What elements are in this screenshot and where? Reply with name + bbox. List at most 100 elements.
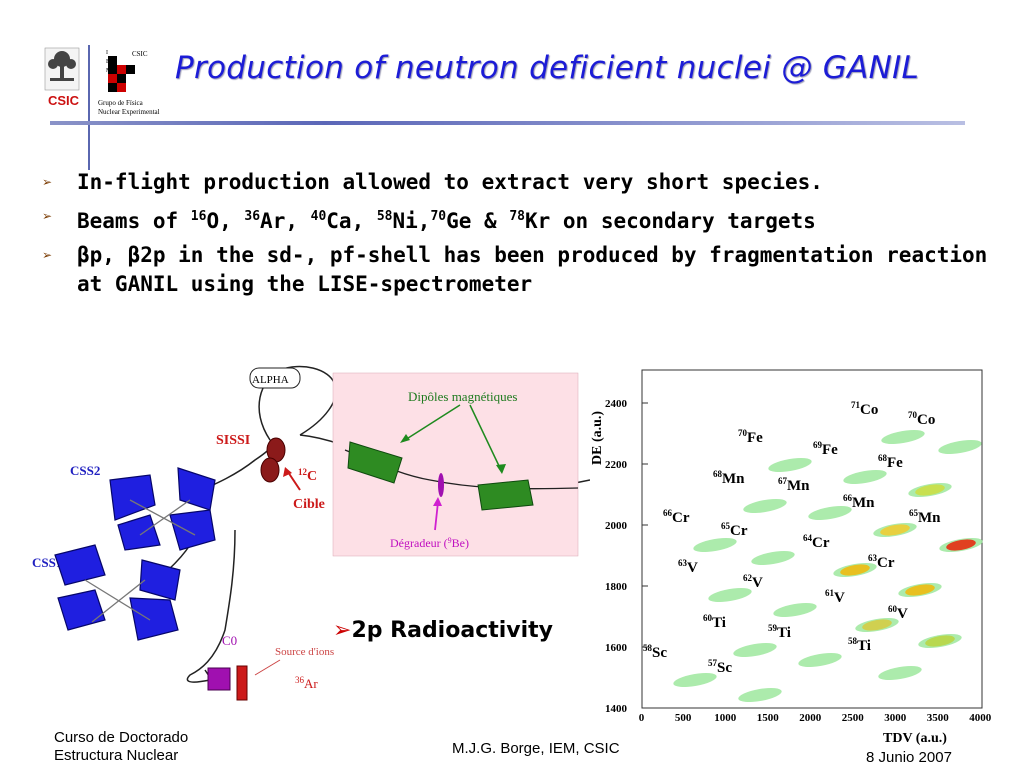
nucleus-label: 68Fe [878, 453, 903, 471]
csic-logo: CSIC I E M CSIC Grupo de Física Nuclear … [40, 44, 190, 124]
c0-label: C0 [222, 633, 237, 648]
sissi-label: SISSI [216, 433, 250, 448]
isotope-blob [798, 652, 842, 668]
radioactivity-caption: ➢2p Radioactivity [333, 618, 554, 643]
lise-setup-diagram: ALPHA Dipôles magnétiques Dégradeur (9Be… [32, 365, 590, 701]
nucleus-label: 65Mn [909, 508, 941, 526]
arrow-bullet-icon: ➢ [333, 618, 352, 643]
nucleus-label: 58Ti [848, 636, 871, 654]
dipoles-label: Dipôles magnétiques [408, 389, 517, 404]
x-tick-label: 500 [675, 712, 692, 724]
isotope-blob [733, 642, 777, 658]
group-line-1: Grupo de Física [98, 99, 144, 107]
x-tick-label: 0 [639, 712, 645, 724]
group-line-2: Nuclear Experimental [98, 108, 160, 116]
isotope-blob-core [905, 584, 935, 596]
nucleus-label: 57Sc [708, 658, 732, 676]
isotope-blob [693, 537, 737, 553]
slide-title: Production of neutron deficient nuclei @… [175, 50, 920, 86]
isotope-blob [738, 687, 782, 703]
svg-text:CSIC: CSIC [132, 50, 148, 58]
nucleus-label: 70Fe [738, 428, 763, 446]
plot-blobs [673, 429, 983, 703]
svg-text:M: M [106, 68, 112, 74]
css2-label: CSS2 [70, 463, 100, 478]
x-tick-label: 1000 [714, 712, 737, 724]
isotope-blob [773, 602, 817, 618]
isotope-blob [878, 665, 922, 681]
target-label: 12C [298, 467, 317, 484]
x-tick-label: 1500 [757, 712, 780, 724]
sissi-solenoid-icon [260, 437, 286, 483]
bullet-item: ➢ Beams of 16O, 36Ar, 40Ca, 58Ni,70Ge & 7… [42, 202, 1002, 236]
nucleus-label: 70Co [908, 410, 935, 428]
alpha-beamline [258, 365, 337, 441]
svg-text:I: I [106, 50, 108, 56]
plot-ylabel: DE (a.u.) [590, 411, 605, 465]
css1-label: CSS1 [32, 555, 62, 570]
isotope-blob [743, 498, 787, 514]
nucleus-label: 71Co [851, 400, 878, 418]
nucleus-label: 68Mn [713, 469, 745, 487]
x-tick-label: 4000 [969, 712, 992, 724]
nucleus-label: 63Cr [868, 553, 895, 571]
header-horizontal-rule [50, 121, 965, 125]
nucleus-label: 66Cr [663, 508, 690, 526]
nucleus-label: 59Ti [768, 623, 791, 641]
csic-tree-icon: CSIC I E M CSIC Grupo de Física Nuclear … [44, 47, 160, 116]
footer-author: M.J.G. Borge, IEM, CSIC [452, 740, 620, 757]
isotope-blob [768, 457, 812, 473]
ion-source-icon [207, 665, 248, 701]
svg-text:E: E [106, 59, 110, 65]
isotope-blob-core [915, 484, 945, 496]
arrow-bullet-icon: ➢ [42, 209, 53, 223]
isotope-blob [673, 672, 717, 688]
isotope-blob-core [880, 524, 910, 536]
nucleus-label: 67Mn [778, 476, 810, 494]
header-vertical-rule [88, 45, 90, 170]
degrader-label: Dégradeur (9Be) [390, 536, 469, 550]
nucleus-label: 58Sc [643, 643, 667, 661]
y-tick-label: 2400 [605, 398, 628, 410]
alpha-label: ALPHA [252, 374, 289, 386]
isotope-blob [938, 439, 982, 455]
isotope-blob-core [862, 619, 892, 631]
x-tick-label: 2000 [799, 712, 822, 724]
y-tick-label: 1800 [605, 581, 628, 593]
cible-label: Cible [293, 497, 325, 512]
iem-blocks-icon [108, 56, 135, 92]
css1-cyclotron-icon [54, 544, 181, 641]
footer-date: 8 Junio 2007 [866, 749, 952, 766]
y-tick-label: 2200 [605, 459, 628, 471]
arrow-bullet-icon: ➢ [42, 248, 53, 262]
y-tick-label: 2000 [605, 520, 628, 532]
isotope-blob [808, 505, 852, 521]
degrader-icon [438, 473, 444, 497]
nucleus-label: 69Fe [813, 440, 838, 458]
particle-id-plot: DE (a.u.) TDV (a.u.) 2400 2200 2000 1800 160… [590, 369, 992, 745]
x-tick-label: 3500 [927, 712, 950, 724]
isotope-blob [751, 550, 795, 566]
y-tick-label: 1400 [605, 703, 628, 715]
plot-xlabel: TDV (a.u.) [883, 731, 947, 745]
dipole-magnet-icon [347, 441, 534, 511]
plot-frame [641, 369, 983, 709]
nucleus-label: 61V [825, 588, 845, 606]
arrow-bullet-icon: ➢ [42, 175, 53, 189]
footer-course: Curso de Doctorado Estructura Nuclear [54, 729, 189, 764]
source-label: Source d'ions [275, 646, 334, 658]
isotope-blob-core [946, 539, 976, 551]
bullet-item: ➢ βp, β2p in the sd-, pf-shell has been p… [42, 243, 988, 296]
nucleus-label: 60V [888, 604, 908, 622]
isotope-blob-core [925, 635, 955, 647]
isotope-blob [881, 429, 925, 445]
nucleus-label: 60Ti [703, 613, 726, 631]
nucleus-label: 63V [678, 558, 698, 576]
csic-label: CSIC [48, 93, 80, 108]
x-tick-label: 3000 [884, 712, 907, 724]
nucleus-label: 66Mn [843, 493, 875, 511]
x-tick-label: 2500 [842, 712, 865, 724]
isotope-blob [843, 469, 887, 485]
beam-label: 36Ar [295, 675, 318, 691]
y-tick-label: 1600 [605, 642, 628, 654]
